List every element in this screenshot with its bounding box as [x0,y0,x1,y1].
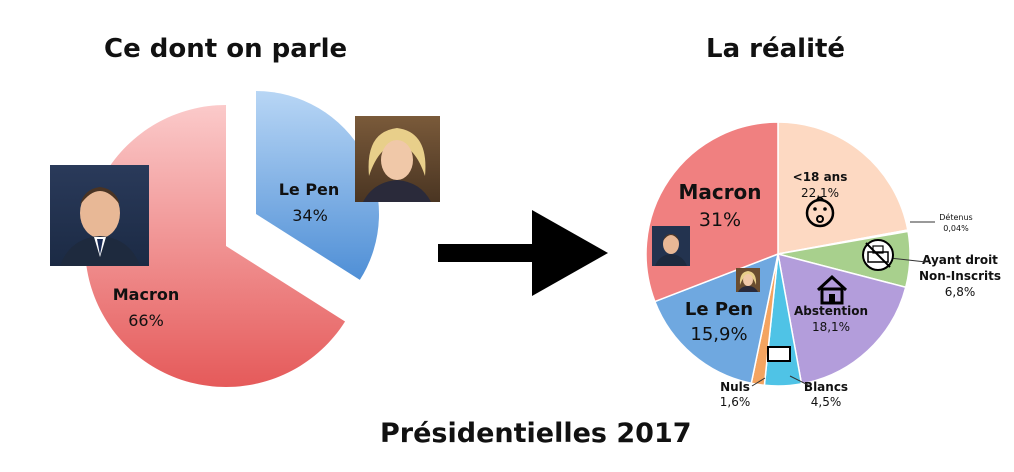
label-macron-name: Macron [678,180,761,204]
macron-small-photo [652,226,690,266]
right-slice-abstention [777,252,907,385]
lepen-small-photo [736,268,760,292]
house-icon [816,274,848,305]
label-blancs-value: 4,5% [811,395,842,409]
label-nuls-name: Nuls [720,380,750,394]
no-vote-icon [862,239,894,271]
right-pie-chart [645,121,911,387]
label-abstention-name: Abstention [794,304,868,318]
left-chart-title: Ce dont on parle [104,34,348,64]
label-noninscrits-name-2: Non-Inscrits [919,269,1001,283]
left-label-lepen-name: Le Pen [279,180,340,199]
right-pie-icons [767,196,894,362]
left-label-lepen-value: 34% [292,206,328,225]
label-detenus-name: Détenus [939,212,972,222]
leader-line-blancs [789,375,811,387]
arrow-icon [438,210,608,296]
macron-photo [50,165,149,266]
label-under18-name: <18 ans [793,170,848,184]
right-chart-title: La réalité [706,34,846,64]
right-pie-labels: <18 ans 22,1% Détenus 0,04% Ayant droit Non-I… [678,170,1001,409]
lepen-photo [355,116,440,202]
label-lepen-name: Le Pen [685,299,753,320]
label-under18-value: 22,1% [801,186,839,200]
leader-line-nuls [751,377,766,387]
label-lepen-value: 15,9% [690,324,747,345]
label-macron-value: 31% [699,209,741,231]
label-noninscrits-name-1: Ayant droit [922,253,998,267]
label-abstention-value: 18,1% [812,320,850,334]
left-slice-lepen [256,91,379,280]
left-pie-chart: Le Pen 34% Macron 66% [84,91,379,388]
label-noninscrits-value: 6,8% [945,285,976,299]
label-nuls-value: 1,6% [720,395,751,409]
left-label-macron-value: 66% [128,311,164,330]
page-title: Présidentielles 2017 [380,418,692,449]
leader-line-noninscrits [889,257,927,263]
baby-icon [805,196,835,228]
left-slice-macron [84,105,346,388]
label-detenus-value: 0,04% [943,224,969,233]
blank-ballot-icon [767,346,791,362]
label-blancs-name: Blancs [804,380,848,394]
left-label-macron-name: Macron [113,285,179,304]
